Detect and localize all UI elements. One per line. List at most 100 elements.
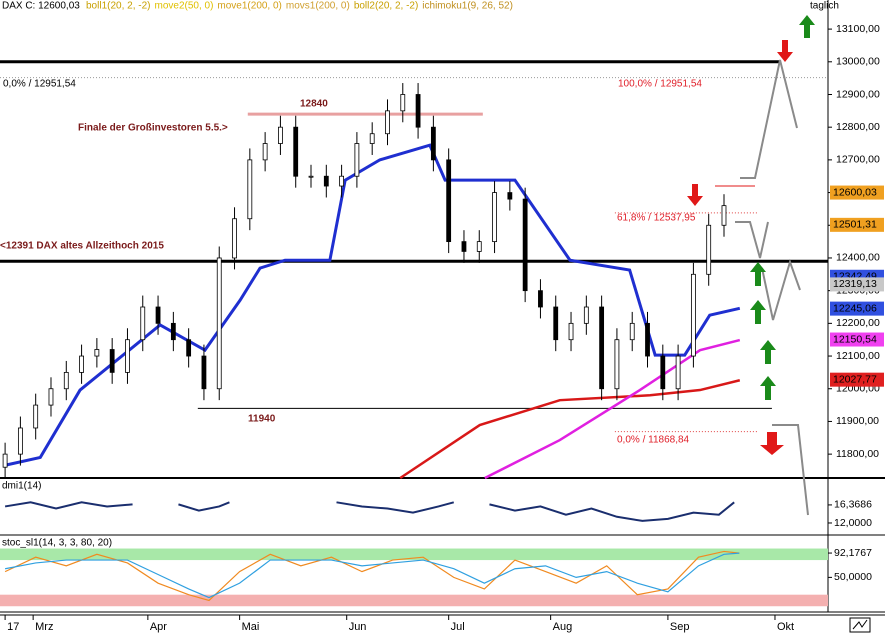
candle-body bbox=[645, 322, 650, 357]
candle-body bbox=[79, 355, 84, 373]
y-tick-label: 16,3686 bbox=[834, 499, 872, 511]
indicator-line bbox=[4, 550, 740, 602]
up-arrow bbox=[750, 300, 766, 324]
up-arrow bbox=[760, 340, 776, 364]
price-tag bbox=[830, 301, 884, 316]
candle-body bbox=[675, 355, 681, 390]
down-arrow bbox=[777, 40, 793, 62]
price-tag bbox=[830, 277, 884, 292]
annotation: 11940 bbox=[248, 414, 276, 425]
fib-label: 0,0% / 11868,84 bbox=[617, 435, 690, 446]
price-tag bbox=[830, 185, 884, 200]
candle-body bbox=[2, 453, 8, 468]
candle-body bbox=[476, 241, 482, 252]
indicator: move1(200, 0) bbox=[217, 1, 281, 12]
y-tick-label: 12200,00 bbox=[836, 317, 880, 329]
candle-body bbox=[553, 306, 559, 341]
projection-lines bbox=[735, 59, 809, 516]
y-tick-label: 12100,00 bbox=[836, 350, 880, 362]
candle-body bbox=[568, 322, 574, 341]
header: DAX C: 12600,03 taglich bbox=[2, 1, 839, 12]
x-tick-label: Jun bbox=[349, 621, 367, 633]
price-tag-label: 12319,13 bbox=[833, 278, 877, 290]
y-tick-label: 12700,00 bbox=[836, 154, 880, 166]
candle-body bbox=[17, 427, 23, 455]
candle-body bbox=[262, 143, 268, 161]
candle-body bbox=[247, 159, 253, 220]
indicator-line bbox=[178, 501, 230, 512]
indicator: boll2(20, 2, -2) bbox=[354, 1, 418, 12]
candle-body bbox=[492, 192, 497, 243]
down-arrow bbox=[687, 184, 703, 206]
x-tick-label: 17 bbox=[7, 621, 19, 633]
corner-icon bbox=[849, 617, 871, 633]
up-arrow bbox=[750, 262, 766, 286]
candle-body bbox=[216, 257, 222, 390]
candle-body bbox=[232, 218, 237, 259]
arrows bbox=[687, 15, 815, 455]
fib-label: 61,8% / 12537,95 bbox=[617, 213, 696, 224]
panel-title: stoc_sl1(14, 3, 3, 80, 20) bbox=[2, 538, 112, 549]
candle-body bbox=[323, 175, 329, 187]
indicator-line bbox=[336, 501, 455, 514]
symbol: DAX C: 12600,03 bbox=[2, 1, 80, 12]
panel-title: dmi1(14) bbox=[2, 481, 41, 492]
candle-body bbox=[186, 339, 192, 357]
y-tick-label: 11900,00 bbox=[836, 415, 879, 427]
candle-body bbox=[109, 349, 115, 373]
indicator-line bbox=[4, 501, 133, 510]
candle-body bbox=[354, 143, 360, 177]
up-arrow bbox=[760, 376, 776, 400]
candle-body bbox=[461, 241, 467, 252]
indicator: movs1(200, 0) bbox=[286, 1, 350, 12]
candle-body bbox=[583, 306, 589, 324]
y-tick-label: 11800,00 bbox=[836, 448, 879, 460]
candle-body bbox=[170, 322, 176, 341]
icon bbox=[852, 619, 868, 630]
y-tick-label: 13100,00 bbox=[836, 23, 880, 35]
x-tick-label: Jul bbox=[451, 621, 465, 633]
price-tag-label: 12501,31 bbox=[833, 219, 877, 231]
projection bbox=[740, 59, 798, 179]
price-tag-label: 12600,03 bbox=[833, 186, 877, 198]
candle-body bbox=[201, 355, 207, 390]
price-tag bbox=[830, 372, 884, 387]
x-tick-label: Sep bbox=[670, 621, 690, 633]
x-tick-label: Aug bbox=[553, 621, 573, 633]
price-tag-label: 12150,54 bbox=[833, 333, 877, 345]
candle-body bbox=[125, 339, 130, 373]
indicator: ichimoku1(9, 26, 52) bbox=[422, 1, 513, 12]
indicator-line bbox=[399, 379, 741, 480]
indicator: move2(50, 0) bbox=[154, 1, 213, 12]
y-tick-label: 92,1767 bbox=[834, 547, 872, 559]
candle-body bbox=[48, 388, 54, 406]
x-tick-label: Apr bbox=[150, 621, 167, 633]
candle-body bbox=[339, 175, 345, 187]
price-tag bbox=[830, 332, 884, 347]
candle-body bbox=[63, 371, 69, 390]
y-tick-label: 13000,00 bbox=[836, 56, 880, 68]
candle-body bbox=[614, 339, 620, 390]
indicator-line bbox=[489, 501, 735, 522]
candle-body bbox=[33, 404, 39, 429]
candle-body bbox=[278, 126, 283, 144]
price-tag-label: 12245,06 bbox=[833, 302, 877, 314]
annotation: 0,0% / 12951,54 bbox=[3, 79, 76, 90]
y-tick-label: 12,0000 bbox=[834, 517, 872, 529]
annotation: <12391 DAX altes Allzeithoch 2015 bbox=[0, 241, 164, 252]
fib-label: 100,0% / 12951,54 bbox=[618, 79, 702, 90]
x-tick-label: Okt bbox=[777, 621, 794, 633]
price-tag-label: 12027,77 bbox=[833, 373, 877, 385]
candle-body bbox=[721, 205, 727, 226]
price-tag bbox=[830, 217, 884, 232]
y-tick-label: 12400,00 bbox=[836, 252, 880, 264]
indicator: boll1(20, 2, -2) bbox=[86, 1, 150, 12]
icon bbox=[849, 617, 871, 633]
candle-body bbox=[599, 306, 605, 390]
candle-body bbox=[538, 290, 543, 308]
y-tick-label: 12800,00 bbox=[836, 121, 880, 133]
candle-body bbox=[522, 198, 528, 292]
candle-body bbox=[369, 133, 375, 144]
x-tick-label: Mai bbox=[242, 621, 260, 633]
